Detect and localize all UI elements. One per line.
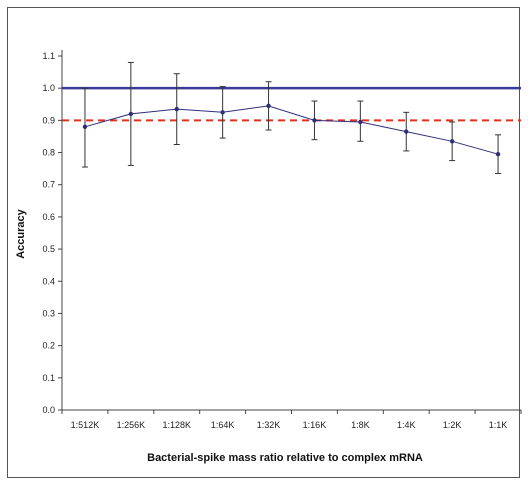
x-tick-label: 1:64K [211,420,235,430]
x-tick-label: 1:256K [117,420,146,430]
y-tick-label: 0.8 [42,148,55,158]
y-tick-label: 0.2 [42,341,55,351]
series-line-group [82,103,501,157]
y-tick-label: 0.0 [42,405,55,415]
y-tick-label: 0.5 [42,244,55,254]
x-tick-label: 1:128K [162,420,191,430]
axes [58,50,522,414]
y-tick-label: 0.9 [42,115,55,125]
y-axis-title: Accuracy [15,208,27,258]
data-point [449,139,455,144]
y-tick-label: 0.1 [42,373,55,383]
x-tick-label: 1:512K [71,420,100,430]
y-tick-labels: 0.0 0.1 0.2 0.3 0.4 0.5 0.6 0.7 0.8 0.9 1.0 1.1 [42,51,55,415]
y-tick-label: 0.4 [42,276,55,286]
x-tick-label: 1:2K [443,420,462,430]
data-point [82,124,88,129]
data-point [174,106,179,112]
x-tick-label: 1:4K [397,420,416,430]
y-tick-label: 0.6 [42,212,55,222]
reference-lines [62,86,521,122]
x-tick-label: 1:32K [257,420,281,430]
x-tick-label: 1:8K [351,420,370,430]
data-point [312,118,317,123]
error-bars [81,61,502,174]
data-point [266,103,271,109]
x-tick-label: 1:1K [489,420,508,430]
y-tick-label: 1.0 [42,83,55,93]
y-tick-label: 0.7 [42,180,55,190]
data-point [358,119,363,125]
data-point [220,110,225,115]
data-point [128,111,134,117]
y-tick-label: 1.1 [42,51,55,61]
data-point [495,151,501,157]
x-axis-title: Bacterial-spike mass ratio relative to c… [147,452,423,464]
series-line [84,105,499,155]
chart-frame [7,7,520,478]
x-tick-labels: 1:512K 1:256K 1:128K 1:64K 1:32K 1:16K 1:8K 1:4… [71,420,508,430]
data-point [404,129,409,134]
y-tick-label: 0.3 [42,308,55,318]
x-tick-label: 1:16K [303,420,327,430]
